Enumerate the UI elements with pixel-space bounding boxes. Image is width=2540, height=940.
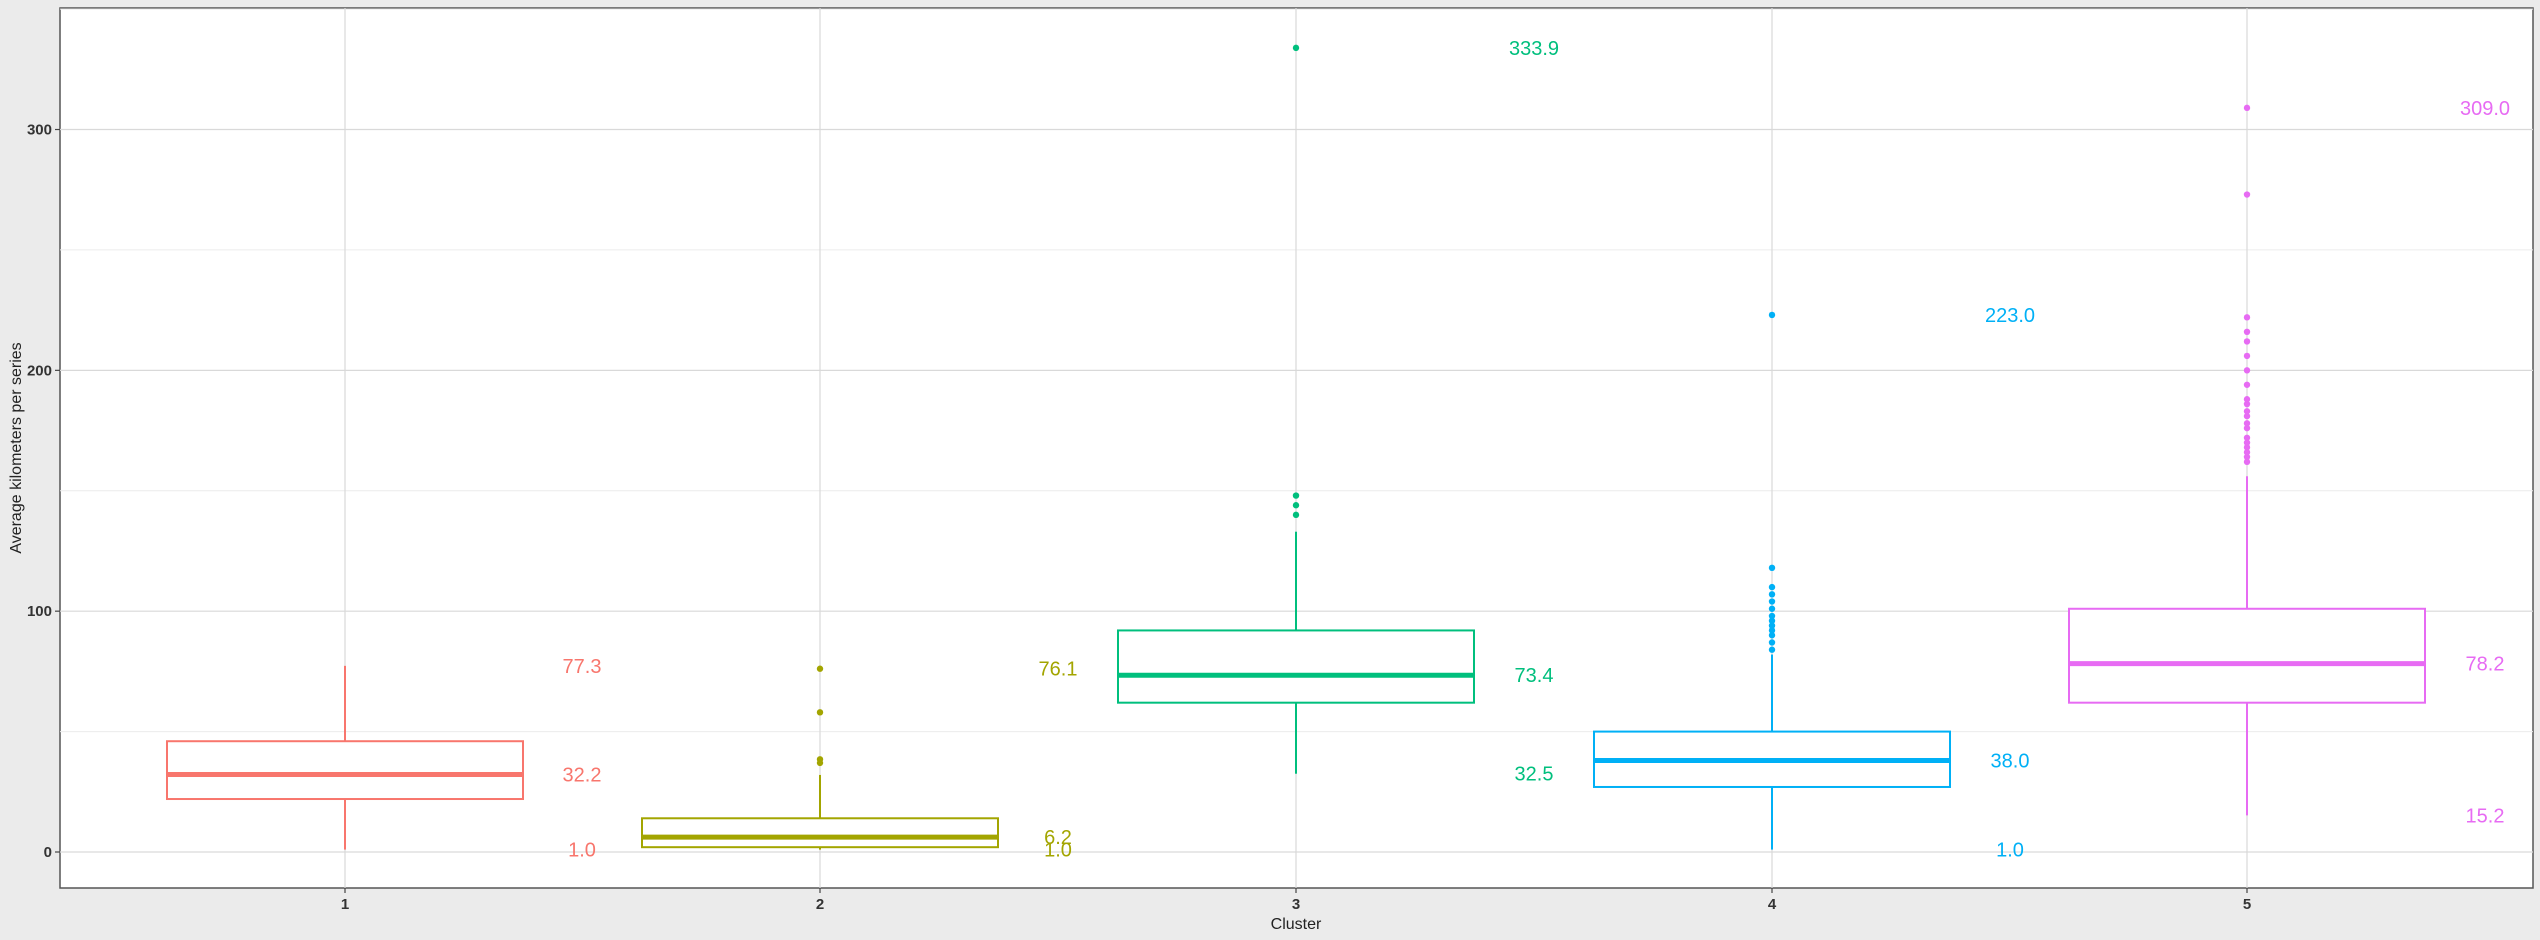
outlier-point [2243,449,2251,456]
outlier-point [2243,381,2251,388]
box-layer [166,44,2426,850]
outlier-point [2243,314,2251,321]
outlier-point [1768,617,1776,625]
outlier-point [2243,328,2251,336]
outlier-point [1768,612,1776,620]
outlier-point [2243,408,2251,415]
outlier-point [2243,434,2251,441]
y-tick-label: 300 [27,122,52,139]
outlier-point [2243,352,2251,360]
outlier-point [2243,439,2251,446]
y-tick-label: 100 [27,603,52,620]
outlier-point [1292,492,1300,499]
value-label: 73.4 [1515,665,1554,687]
outlier-point [1768,622,1776,629]
iqr-box [2068,607,2426,704]
iqr-box [1117,629,1475,704]
value-label: 333.9 [1509,38,1559,60]
outlier-point [1768,632,1776,639]
x-tick-label: 4 [1768,896,1777,913]
outlier-point [1768,646,1776,653]
outlier-point [1768,311,1776,319]
outlier-point [816,709,824,716]
outlier-point [2243,453,2251,461]
outlier-point [1768,583,1776,591]
x-tick-label: 1 [341,896,349,913]
outlier-point [816,665,824,672]
outlier-point [1768,598,1776,605]
outlier-point [2243,400,2251,408]
outlier-point [816,756,824,763]
value-label: 223.0 [1985,305,2035,327]
value-label: 1.0 [1996,840,2024,862]
outlier-point [1768,639,1776,646]
iqr-box [641,817,999,849]
iqr-box [166,740,524,801]
value-label: 309.0 [2460,98,2510,120]
outlier-point [1292,44,1300,52]
value-label-layer: 77.332.21.076.16.21.0333.973.432.5223.03… [563,38,2511,862]
outlier-point [1768,605,1776,612]
value-label: 15.2 [2466,805,2505,827]
outlier-point [2243,444,2251,451]
outlier-point [2243,367,2251,374]
x-tick-label: 2 [816,896,824,913]
value-label: 32.5 [1515,764,1554,786]
outlier-point [2243,191,2251,198]
value-label: 6.2 [1044,827,1072,849]
value-label: 1.0 [1044,840,1072,862]
outlier-point [2243,338,2251,345]
x-tick-label: 5 [2243,896,2251,913]
value-label: 1.0 [568,840,596,862]
outlier-point [2243,420,2251,427]
y-tick-label: 200 [27,362,52,379]
value-label: 78.2 [2466,654,2505,676]
outlier-point [1292,511,1300,519]
x-tick-label: 3 [1292,896,1300,913]
outlier-point [2243,412,2251,420]
value-label: 77.3 [563,656,602,678]
outlier-point [2243,424,2251,432]
y-axis-title: Average kilometers per series [8,342,25,553]
y-tick-label: 0 [44,844,52,861]
outlier-point [1768,591,1776,598]
outlier-point [2243,104,2251,112]
value-label: 32.2 [563,764,602,786]
value-label: 76.1 [1039,659,1078,681]
outlier-point [1768,627,1776,634]
outlier-point [2243,396,2251,403]
value-label: 38.0 [1991,750,2030,772]
outlier-point [1768,564,1776,572]
x-axis-title: Cluster [1271,916,1322,933]
outlier-point [1292,502,1300,509]
outlier-point [2243,458,2251,466]
axis-layer: 0 100 200 300 1 2 3 4 5 [27,122,2251,913]
